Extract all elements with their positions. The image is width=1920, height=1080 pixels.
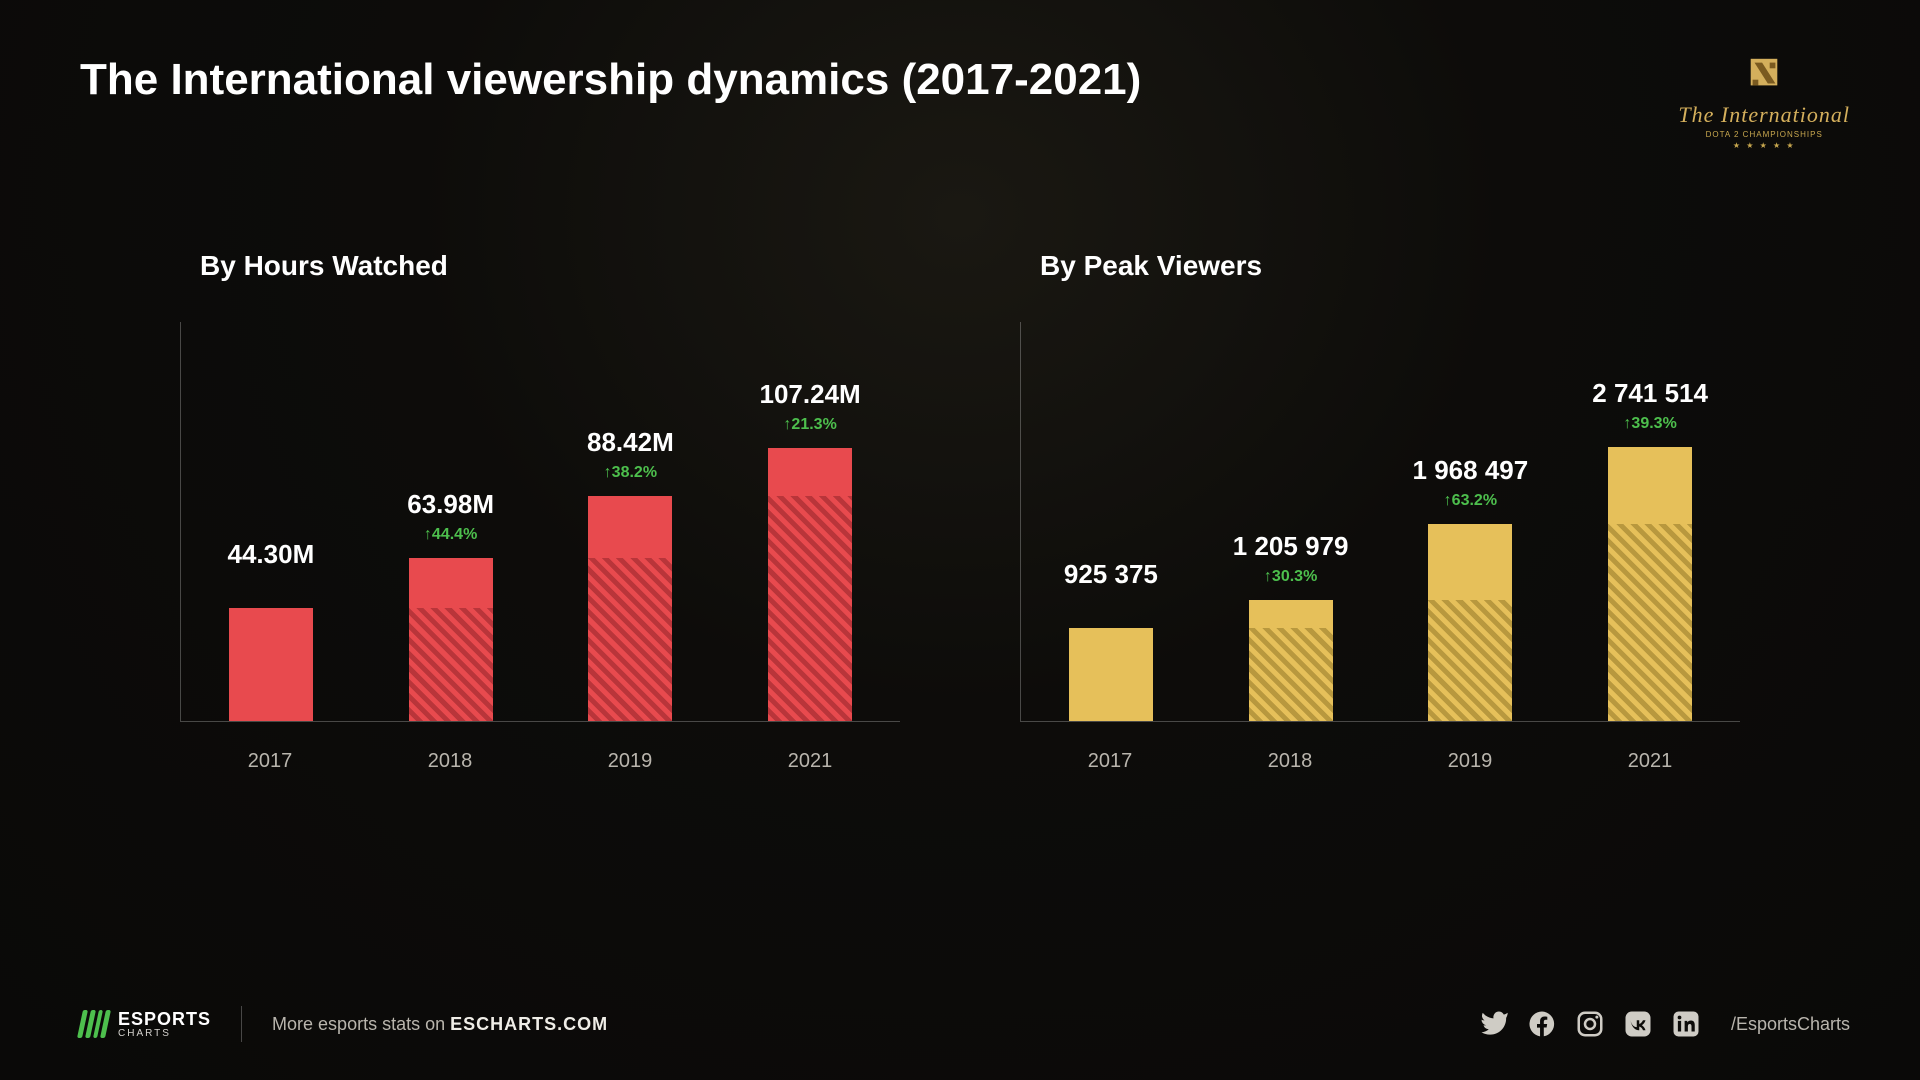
facebook-icon[interactable]	[1527, 1009, 1557, 1039]
footer-link: More esports stats on ESCHARTS.COM	[272, 1014, 608, 1035]
logo-stripes-icon	[77, 1010, 111, 1038]
chart-hours-watched: By Hours Watched 44.30M 63.98M ↑44.4% 88.42…	[180, 250, 900, 773]
bar-value-label: 63.98M	[407, 489, 494, 520]
xaxis-year-label: 2018	[1211, 750, 1369, 773]
chart-peak-viewers: By Peak Viewers 925 3751 205 979↑30.3%1 …	[1020, 250, 1740, 773]
bar-value-label: 925 375	[1064, 559, 1158, 590]
footer-left: ESPORTS CHARTS More esports stats on ESC…	[80, 1006, 608, 1042]
xaxis-year-label: 2017	[1031, 750, 1189, 773]
bar-group: 107.24M ↑21.3%	[731, 379, 889, 721]
bar	[1428, 524, 1512, 721]
bar-group: 44.30M	[192, 539, 350, 721]
event-stars: ★ ★ ★ ★ ★	[1678, 141, 1850, 150]
event-logo: The International DOTA 2 CHAMPIONSHIPS ★…	[1678, 55, 1850, 150]
bar-value-label: 1 968 497	[1413, 455, 1529, 486]
bar-group: 1 205 979 ↑30.3%	[1212, 531, 1370, 721]
bar-delta-label: ↑38.2%	[604, 464, 657, 484]
bar-delta-label: ↑30.3%	[1264, 568, 1317, 588]
xaxis-labels-right: 2017 2018 2019 2021	[1020, 750, 1740, 773]
dota-shield-icon	[1745, 55, 1783, 93]
bar-value-label: 2 741 514	[1592, 378, 1708, 409]
bar-group: 925 375	[1032, 559, 1190, 721]
chart-right-title: By Peak Viewers	[1040, 250, 1740, 282]
bar-group: 2 741 514 ↑39.3%	[1571, 378, 1729, 721]
bar	[409, 558, 493, 721]
esportscharts-logo: ESPORTS CHARTS	[80, 1010, 211, 1039]
bar	[1069, 628, 1153, 721]
footer: ESPORTS CHARTS More esports stats on ESC…	[80, 1006, 1850, 1042]
bar-group: 88.42M ↑38.2%	[551, 427, 709, 721]
main-title: The International viewership dynamics (2…	[80, 55, 1141, 105]
bar-hatch	[1249, 628, 1333, 721]
xaxis-year-label: 2019	[1391, 750, 1549, 773]
bar	[229, 608, 313, 721]
bar	[588, 496, 672, 721]
xaxis-year-label: 2021	[1571, 750, 1729, 773]
event-name: The International	[1678, 102, 1850, 128]
bar-value-label: 107.24M	[760, 379, 861, 410]
bar-hatch	[1608, 524, 1692, 721]
bar	[1249, 600, 1333, 721]
xaxis-year-label: 2021	[731, 750, 889, 773]
brand-main: ESPORTS	[118, 1009, 211, 1029]
chart-left-title: By Hours Watched	[200, 250, 900, 282]
bar-hatch	[768, 496, 852, 721]
social-handle: /EsportsCharts	[1731, 1014, 1850, 1035]
bar	[1608, 447, 1692, 721]
bar-hatch	[1428, 600, 1512, 721]
footer-divider	[241, 1006, 242, 1042]
plot-area-left: 44.30M 63.98M ↑44.4% 88.42M ↑38.2% 107.24M ↑21…	[180, 322, 900, 722]
xaxis-labels-left: 2017 2018 2019 2021	[180, 750, 900, 773]
xaxis-year-label: 2019	[551, 750, 709, 773]
event-subline: DOTA 2 CHAMPIONSHIPS	[1678, 130, 1850, 139]
bar-group: 1 968 497 ↑63.2%	[1391, 455, 1549, 721]
twitter-icon[interactable]	[1479, 1009, 1509, 1039]
footer-right: /EsportsCharts	[1479, 1009, 1850, 1039]
xaxis-year-label: 2018	[371, 750, 529, 773]
bar-value-label: 44.30M	[228, 539, 315, 570]
bar-delta-label: ↑39.3%	[1623, 415, 1676, 435]
bar-delta-label: ↑21.3%	[783, 416, 836, 436]
bar-group: 63.98M ↑44.4%	[372, 489, 530, 721]
bar	[768, 448, 852, 721]
instagram-icon[interactable]	[1575, 1009, 1605, 1039]
charts-row: By Hours Watched 44.30M 63.98M ↑44.4% 88.42…	[0, 250, 1920, 773]
linkedin-icon[interactable]	[1671, 1009, 1701, 1039]
xaxis-year-label: 2017	[191, 750, 349, 773]
bar-hatch	[409, 608, 493, 721]
bar-delta-label: ↑63.2%	[1444, 492, 1497, 512]
plot-area-right: 925 375 1 205 979 ↑30.3% 1 968 497 ↑63.2% 2 7…	[1020, 322, 1740, 722]
bar-value-label: 1 205 979	[1233, 531, 1349, 562]
brand-sub: CHARTS	[118, 1029, 211, 1039]
bar-value-label: 88.42M	[587, 427, 674, 458]
bar-delta-label: ↑44.4%	[424, 526, 477, 546]
vk-icon[interactable]	[1623, 1009, 1653, 1039]
bar-hatch	[588, 558, 672, 721]
